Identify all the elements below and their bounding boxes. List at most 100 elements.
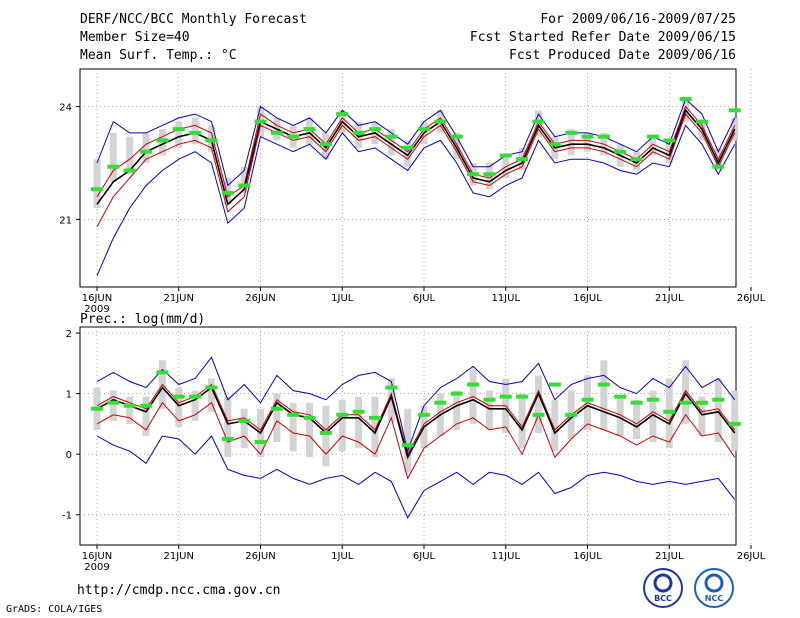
precip-spread-box [142,396,150,436]
temp-marker [303,127,316,132]
precip-marker [630,400,643,405]
temp-marker [728,108,741,113]
precip-marker [614,394,627,399]
temp-marker [581,134,594,139]
temp-marker [270,130,283,135]
ncc-logo-text: NCC [705,594,724,603]
temp-marker [107,164,120,169]
temp-marker [434,119,447,124]
temp-marker [254,119,267,124]
precip-marker [418,412,430,417]
precip-marker [565,412,578,417]
temp-marker [140,149,153,154]
member-size-label: Member Size=40 [80,30,190,45]
temp-marker [401,145,414,150]
temp-xtick-label: 6JUL [413,293,436,304]
temp-marker [499,153,512,158]
precip-marker [172,394,185,399]
temp-line-upper [96,105,736,198]
temp-marker [630,157,643,162]
precip-marker [189,394,202,399]
precip-spread-box [551,399,559,452]
precip-xtick-label: 11JUL [491,551,520,562]
precip-marker [467,382,480,387]
temp-xtick-label: 21JUL [655,293,684,304]
precip-ytick-label: 2 [66,329,72,340]
precip-spread-box [600,360,608,430]
precip-marker [646,397,659,402]
precip-spread-box [224,396,232,458]
precip-xtick-label: 26JUN [245,551,275,562]
precip-marker [368,415,381,420]
temp-ytick-label: 24 [59,103,72,114]
temp-marker [319,142,332,147]
precip-marker [319,430,332,435]
precip-spread-box [682,360,690,424]
precip-marker [499,394,512,399]
precip-marker [385,385,398,390]
temp-line-min [96,124,736,276]
precip-spread-box [534,375,542,433]
temp-frame [79,68,737,288]
precip-panel-title: Prec.: log(mm/d) [80,312,206,327]
precip-marker [140,403,153,408]
source-url-link[interactable]: http://cmdp.ncc.cma.gov.cn [77,583,281,598]
temp-spread-box [404,140,412,167]
precip-xtick-label: 1JUL [331,551,354,562]
precip-spread-box [371,396,379,458]
temp-panel: 16JUN 21JUN 26JUN 1JUL 6JUL 11JUL 16JUL 21JUL 26… [59,68,766,315]
temp-marker [221,191,234,196]
precip-spread-box [633,399,641,440]
bcc-logo-emblem [653,573,673,593]
precip-spread-box [191,390,199,421]
precip-marker [679,400,692,405]
ncc-logo: NCC [694,568,734,608]
temp-marker [450,134,463,139]
precip-spread-box [453,390,461,430]
temp-marker [516,157,529,162]
bcc-logo-ring [643,568,683,608]
precip-marker [663,409,676,414]
temp-marker [368,127,381,132]
forecast-period-label: For 2009/06/16-2009/07/25 [540,12,736,27]
precip-marker [156,370,169,375]
precip-xtick-label: 16JUN [82,551,112,562]
temp-spread-box [387,129,395,156]
precip-marker [238,418,251,423]
temp-spread-box [126,136,134,175]
precip-marker [548,382,561,387]
temp-xtick-label: 11JUL [491,293,520,304]
temp-ytick-label: 21 [59,215,72,226]
precip-spread-box [649,390,657,443]
temp-line-max [96,98,736,187]
precip-marker [336,412,349,417]
temp-marker [385,134,398,139]
precip-ytick-label: 1 [66,390,72,401]
precip-xtick-label: 6JUL [413,551,436,562]
precip-xtick-label: 26JUL [737,551,766,562]
precip-spread-box [387,378,395,421]
temp-marker [548,142,561,147]
ncc-logo-ring [694,568,734,608]
precip-marker [434,400,447,405]
precip-line-mean [96,386,736,460]
precip-marker [581,397,594,402]
precip-spread-box [404,408,412,473]
precip-marker [401,443,414,448]
precip-marker [516,394,529,399]
precip-marker [352,409,365,414]
precip-spread-box [175,387,183,427]
temp-spread-box [698,121,706,141]
temp-marker [418,127,430,132]
temp-marker [712,164,725,169]
precip-marker [532,412,545,417]
temp-spread-box [142,132,150,163]
temp-year-label: 2009 [84,304,109,315]
precip-year-label: 2009 [84,562,109,573]
precip-spread-box [289,402,297,452]
produced-date-label: Fcst Produced Date 2009/06/16 [509,48,736,63]
ncc-logo-emblem [704,573,724,593]
precip-xtick-label: 16JUL [573,551,602,562]
temp-marker [205,138,218,143]
